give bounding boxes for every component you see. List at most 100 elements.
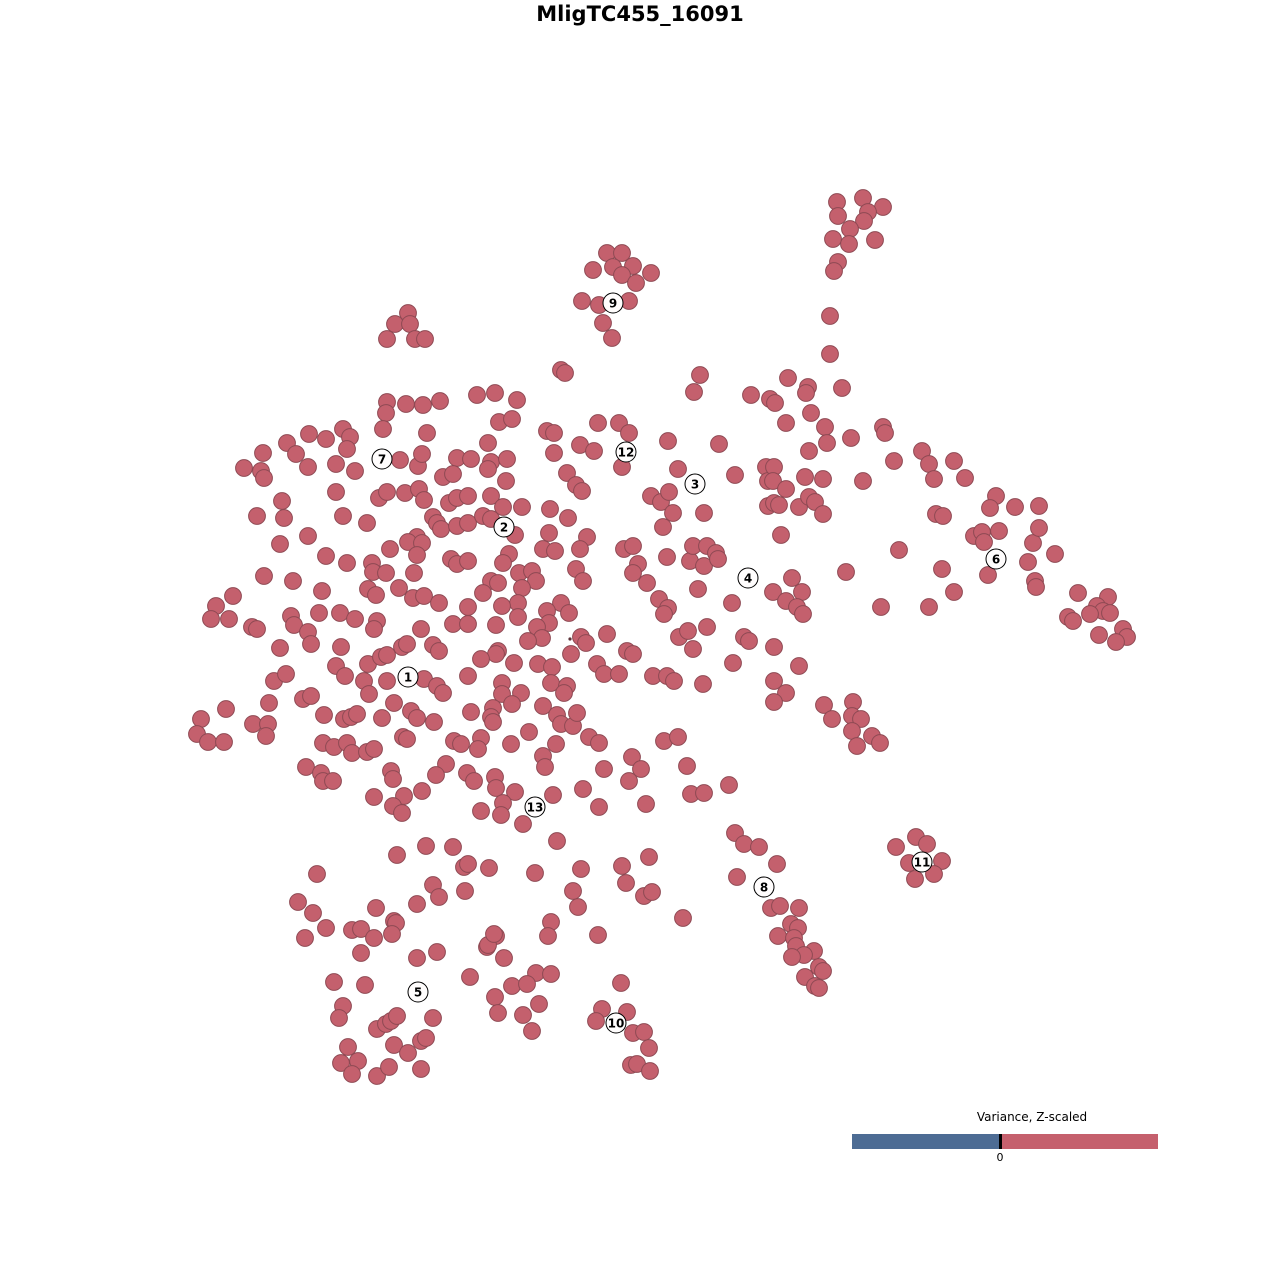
data-point xyxy=(336,667,354,685)
data-point xyxy=(764,472,782,490)
data-point xyxy=(975,533,993,551)
cluster-label-7: 7 xyxy=(371,448,393,470)
data-point xyxy=(487,645,505,663)
data-point xyxy=(332,638,350,656)
data-point xyxy=(513,498,531,516)
data-point xyxy=(498,450,516,468)
data-point xyxy=(479,434,497,452)
data-point xyxy=(248,507,266,525)
data-point xyxy=(1090,626,1108,644)
data-point xyxy=(332,1054,350,1072)
data-point xyxy=(424,1009,442,1027)
data-point xyxy=(220,610,238,628)
cluster-label-9: 9 xyxy=(602,292,624,314)
data-point xyxy=(572,860,590,878)
data-point xyxy=(277,665,295,683)
data-point xyxy=(594,314,612,332)
data-point xyxy=(624,564,642,582)
data-point xyxy=(640,848,658,866)
data-point xyxy=(829,207,847,225)
data-point xyxy=(689,580,707,598)
data-point xyxy=(482,487,500,505)
cluster-label-12: 12 xyxy=(615,441,637,463)
data-point xyxy=(338,440,356,458)
data-point xyxy=(872,598,890,616)
cluster-label-11: 11 xyxy=(911,851,933,873)
data-point xyxy=(1101,604,1119,622)
data-point xyxy=(558,464,576,482)
data-point xyxy=(624,645,642,663)
data-point xyxy=(796,468,814,486)
cluster-label-2: 2 xyxy=(493,516,515,538)
data-point xyxy=(794,605,812,623)
data-point xyxy=(590,798,608,816)
data-point xyxy=(334,507,352,525)
data-point xyxy=(710,435,728,453)
data-point xyxy=(452,735,470,753)
data-point xyxy=(418,424,436,442)
data-point xyxy=(764,583,782,601)
data-point xyxy=(678,757,696,775)
data-point xyxy=(484,713,502,731)
data-point xyxy=(378,330,396,348)
data-point xyxy=(933,560,951,578)
data-point xyxy=(632,760,650,778)
data-point xyxy=(659,432,677,450)
data-point xyxy=(480,859,498,877)
cluster-label-8: 8 xyxy=(753,876,775,898)
data-point xyxy=(425,713,443,731)
data-point xyxy=(1046,545,1064,563)
data-point xyxy=(378,672,396,690)
data-point xyxy=(257,727,275,745)
data-point xyxy=(459,514,477,532)
data-point xyxy=(574,572,592,590)
data-point xyxy=(284,572,302,590)
data-point xyxy=(887,838,905,856)
data-point xyxy=(981,499,999,517)
data-point xyxy=(546,542,564,560)
data-point xyxy=(386,315,404,333)
data-point xyxy=(519,632,537,650)
data-point xyxy=(695,504,713,522)
data-point xyxy=(430,888,448,906)
data-point xyxy=(933,852,951,870)
data-point xyxy=(416,330,434,348)
data-point xyxy=(378,483,396,501)
data-point xyxy=(408,895,426,913)
data-point xyxy=(415,587,433,605)
data-point xyxy=(589,414,607,432)
data-point xyxy=(459,855,477,873)
data-point xyxy=(503,695,521,713)
data-point xyxy=(381,540,399,558)
data-point xyxy=(327,455,345,473)
data-point xyxy=(296,929,314,947)
data-point xyxy=(384,770,402,788)
data-point xyxy=(654,518,672,536)
data-point xyxy=(299,458,317,476)
cluster-label-5: 5 xyxy=(407,981,429,1003)
data-point xyxy=(641,1062,659,1080)
data-point xyxy=(825,262,843,280)
data-point xyxy=(925,865,943,883)
data-point xyxy=(620,772,638,790)
data-point xyxy=(777,414,795,432)
data-point xyxy=(360,685,378,703)
data-point xyxy=(380,1058,398,1076)
data-point xyxy=(674,909,692,927)
data-point xyxy=(346,462,364,480)
data-point xyxy=(920,455,938,473)
data-point xyxy=(417,837,435,855)
data-point xyxy=(235,459,253,477)
data-point xyxy=(777,684,795,702)
data-point xyxy=(459,667,477,685)
data-point xyxy=(797,384,815,402)
data-point xyxy=(956,469,974,487)
data-point xyxy=(777,480,795,498)
data-point xyxy=(543,658,561,676)
data-point xyxy=(285,616,303,634)
data-point xyxy=(843,722,861,740)
data-point xyxy=(541,500,559,518)
data-point xyxy=(388,846,406,864)
data-point xyxy=(472,802,490,820)
